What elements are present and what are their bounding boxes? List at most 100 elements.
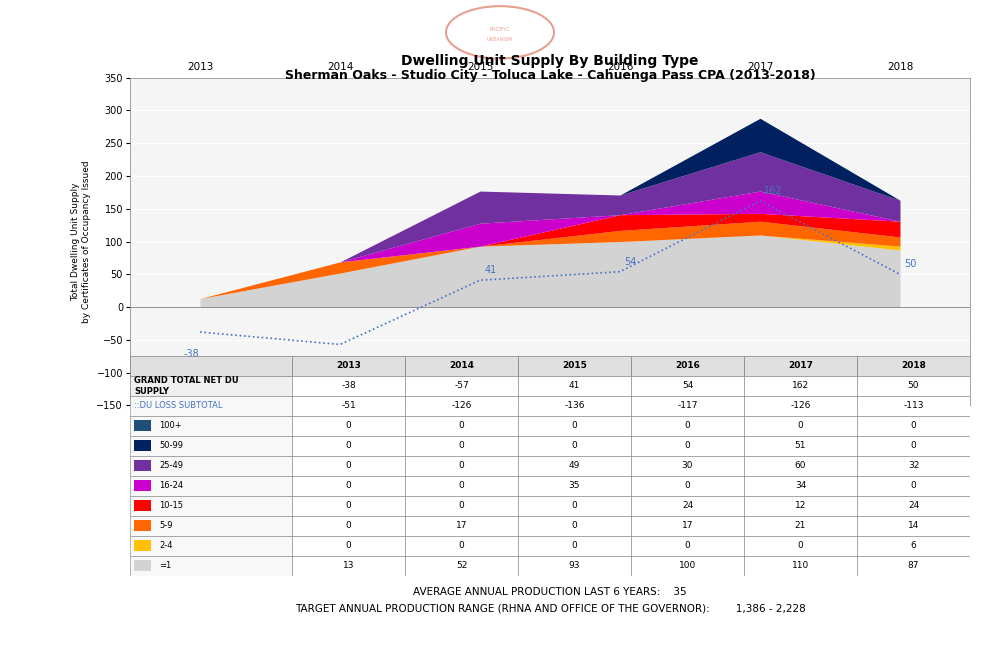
Text: 0: 0	[346, 501, 351, 510]
Bar	[405, 516, 518, 536]
Bar	[292, 356, 405, 376]
Text: 41: 41	[569, 381, 580, 390]
Bar	[518, 416, 631, 436]
Text: 2014: 2014	[449, 361, 474, 370]
Text: 0: 0	[346, 481, 351, 490]
Text: Sherman Oaks - Studio City - Toluca Lake - Cahuenga Pass CPA (2013-2018): Sherman Oaks - Studio City - Toluca Lake…	[285, 69, 815, 82]
Text: 24: 24	[908, 501, 919, 510]
Bar	[130, 396, 292, 416]
Bar	[292, 376, 405, 396]
Bar	[405, 456, 518, 476]
Bar	[130, 436, 292, 456]
Bar	[405, 536, 518, 556]
Text: =1: =1	[159, 562, 172, 571]
Bar	[292, 536, 405, 556]
Bar	[518, 496, 631, 516]
Bar	[292, 516, 405, 536]
Bar	[134, 500, 151, 511]
Bar	[631, 436, 744, 456]
Text: 51: 51	[795, 441, 806, 450]
Text: -38: -38	[183, 349, 199, 359]
Bar	[134, 461, 151, 471]
Text: 0: 0	[346, 441, 351, 450]
Bar	[631, 556, 744, 576]
Bar	[857, 476, 970, 496]
Text: 17: 17	[456, 521, 467, 531]
Bar	[631, 496, 744, 516]
Bar	[405, 376, 518, 396]
Text: 35: 35	[569, 481, 580, 490]
Bar	[130, 536, 292, 556]
Bar	[130, 456, 292, 476]
Bar	[631, 416, 744, 436]
Bar	[857, 436, 970, 456]
Text: TARGET ANNUAL PRODUCTION RANGE (RHNA AND OFFICE OF THE GOVERNOR):        1,386 -: TARGET ANNUAL PRODUCTION RANGE (RHNA AND…	[295, 603, 805, 613]
Bar	[518, 436, 631, 456]
Text: 0: 0	[346, 521, 351, 531]
Bar	[292, 496, 405, 516]
Bar	[518, 476, 631, 496]
Text: 100+: 100+	[159, 421, 182, 430]
Text: -126: -126	[451, 401, 472, 410]
Text: GRAND TOTAL NET DU
SUPPLY: GRAND TOTAL NET DU SUPPLY	[134, 376, 239, 395]
Bar	[292, 476, 405, 496]
Bar	[405, 416, 518, 436]
Bar	[134, 540, 151, 551]
Bar	[130, 516, 292, 536]
Bar	[631, 376, 744, 396]
Text: 16-24: 16-24	[159, 481, 184, 490]
Bar	[744, 356, 857, 376]
Bar	[405, 476, 518, 496]
Text: 2018: 2018	[901, 361, 926, 370]
Text: 2013: 2013	[187, 62, 213, 72]
Text: -51: -51	[341, 401, 356, 410]
Text: 2015: 2015	[467, 62, 493, 72]
Text: 0: 0	[572, 521, 577, 531]
Text: PACIFIC: PACIFIC	[490, 27, 510, 32]
Bar	[631, 396, 744, 416]
Bar	[857, 556, 970, 576]
Text: 0: 0	[572, 501, 577, 510]
Bar	[857, 456, 970, 476]
Text: 0: 0	[346, 542, 351, 551]
Text: 2015: 2015	[562, 361, 587, 370]
Text: 14: 14	[908, 521, 919, 531]
Text: 54: 54	[682, 381, 693, 390]
Text: -57: -57	[344, 362, 360, 371]
Bar	[857, 376, 970, 396]
Bar	[518, 456, 631, 476]
Text: 54: 54	[624, 257, 637, 267]
Bar	[292, 456, 405, 476]
Bar	[134, 520, 151, 531]
Bar	[744, 516, 857, 536]
Bar	[405, 396, 518, 416]
Text: 110: 110	[792, 562, 809, 571]
Bar	[857, 356, 970, 376]
Text: 2016: 2016	[675, 361, 700, 370]
Bar	[631, 536, 744, 556]
Bar	[857, 516, 970, 536]
Text: 162: 162	[764, 186, 783, 196]
Text: 0: 0	[685, 421, 690, 430]
Text: 0: 0	[685, 542, 690, 551]
Bar	[744, 456, 857, 476]
Text: 25-49: 25-49	[159, 461, 183, 470]
Text: 0: 0	[459, 421, 464, 430]
Text: 0: 0	[459, 481, 464, 490]
Bar	[134, 560, 151, 571]
Text: 0: 0	[685, 441, 690, 450]
Bar	[518, 376, 631, 396]
Bar	[130, 556, 292, 576]
Text: 0: 0	[572, 542, 577, 551]
Bar	[744, 476, 857, 496]
Text: 41: 41	[484, 265, 496, 275]
Text: 0: 0	[572, 421, 577, 430]
Bar	[518, 536, 631, 556]
Bar	[518, 556, 631, 576]
Bar	[405, 556, 518, 576]
Bar	[130, 356, 292, 376]
Bar	[405, 356, 518, 376]
Text: AVERAGE ANNUAL PRODUCTION LAST 6 YEARS:    35: AVERAGE ANNUAL PRODUCTION LAST 6 YEARS: …	[413, 587, 687, 597]
Bar	[130, 476, 292, 496]
Bar	[744, 436, 857, 456]
